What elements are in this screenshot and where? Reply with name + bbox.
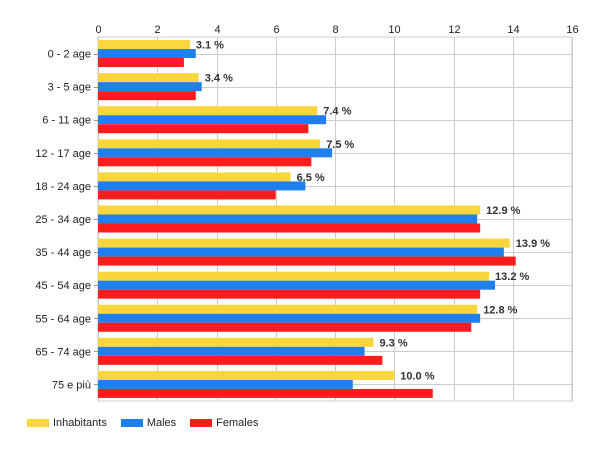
legend-swatch-males — [120, 419, 143, 427]
bar-males — [98, 346, 365, 356]
bar-males — [98, 181, 306, 191]
bar-females — [98, 223, 481, 233]
bar-inhabitants — [98, 73, 199, 83]
bar-males — [98, 148, 333, 158]
data-label: 3.4 % — [205, 73, 233, 85]
category-label: 55 - 64 age — [35, 313, 91, 325]
data-label: 6.5 % — [297, 172, 325, 184]
bar-inhabitants — [98, 40, 190, 50]
category-labels: 0 - 2 age 3 - 5 age 6 - 11 age 12 - 17 age 1… — [35, 49, 91, 392]
x-tick-label: 12 — [448, 24, 460, 36]
data-label: 7.4 % — [323, 106, 351, 118]
category-label: 45 - 54 age — [35, 280, 91, 292]
bar-females — [98, 289, 481, 299]
data-label: 12.8 % — [483, 304, 517, 316]
bar-inhabitants — [98, 106, 318, 116]
x-tick-label: 4 — [214, 24, 220, 36]
legend-swatch-females — [190, 419, 213, 427]
bar-females — [98, 124, 309, 134]
bar-inhabitants — [98, 271, 490, 281]
bars — [98, 40, 516, 398]
x-tick-label: 8 — [332, 24, 338, 36]
category-label: 25 - 34 age — [35, 214, 91, 226]
x-tick-label: 2 — [154, 24, 160, 36]
bar-males — [98, 247, 504, 257]
bar-females — [98, 91, 196, 101]
x-tick-label: 16 — [566, 24, 578, 36]
x-tick-label: 6 — [273, 24, 279, 36]
bar-males — [98, 379, 353, 389]
bar-females — [98, 190, 276, 200]
bar-males — [98, 280, 495, 290]
legend-label-inhabitants: Inhabitants — [53, 417, 107, 429]
x-tick-label: 10 — [388, 24, 400, 36]
bar-females — [98, 256, 516, 266]
bar-males — [98, 82, 202, 92]
bar-males — [98, 214, 478, 224]
bar-females — [98, 58, 184, 68]
bar-inhabitants — [98, 172, 291, 182]
category-label: 6 - 11 age — [42, 115, 91, 127]
bar-inhabitants — [98, 238, 510, 248]
legend-label-males: Males — [146, 417, 177, 429]
data-label: 9.3 % — [380, 337, 408, 349]
category-label: 3 - 5 age — [48, 82, 91, 94]
bar-males — [98, 49, 196, 59]
legend: Inhabitants Males Females — [27, 417, 258, 429]
bar-inhabitants — [98, 304, 478, 314]
data-label: 3.1 % — [196, 40, 224, 52]
data-labels: 3.1 % 3.4 % 7.4 % 7.5 % 6.5 % 12.9 % 13.9 % 13.… — [196, 40, 550, 383]
category-label: 65 - 74 age — [35, 346, 91, 358]
bar-inhabitants — [98, 205, 481, 215]
bar-inhabitants — [98, 337, 374, 347]
x-tick-label: 0 — [95, 24, 101, 36]
bar-females — [98, 388, 433, 398]
data-label: 12.9 % — [486, 205, 520, 217]
legend-swatch-inhabitants — [27, 419, 49, 427]
category-label: 18 - 24 age — [35, 181, 91, 193]
category-label: 12 - 17 age — [35, 148, 91, 160]
category-label: 0 - 2 age — [48, 49, 91, 61]
legend-item-females: Females — [190, 417, 258, 429]
legend-item-inhabitants: Inhabitants — [27, 417, 107, 429]
data-label: 13.2 % — [495, 271, 529, 283]
bar-males — [98, 313, 481, 323]
legend-label-females: Females — [216, 417, 259, 429]
data-label: 10.0 % — [400, 370, 434, 382]
bar-males — [98, 115, 327, 125]
bar-inhabitants — [98, 139, 321, 149]
bar-females — [98, 322, 472, 332]
bar-females — [98, 157, 312, 167]
x-axis-ticks: 0 2 4 6 8 10 12 14 16 — [95, 24, 578, 36]
bar-females — [98, 355, 383, 365]
data-label: 13.9 % — [516, 238, 550, 250]
x-tick-label: 14 — [507, 24, 519, 36]
legend-item-males: Males — [120, 417, 177, 429]
category-label: 75 e più — [52, 379, 91, 391]
category-label: 35 - 44 age — [35, 247, 91, 259]
data-label: 7.5 % — [326, 139, 354, 151]
bar-inhabitants — [98, 370, 395, 380]
